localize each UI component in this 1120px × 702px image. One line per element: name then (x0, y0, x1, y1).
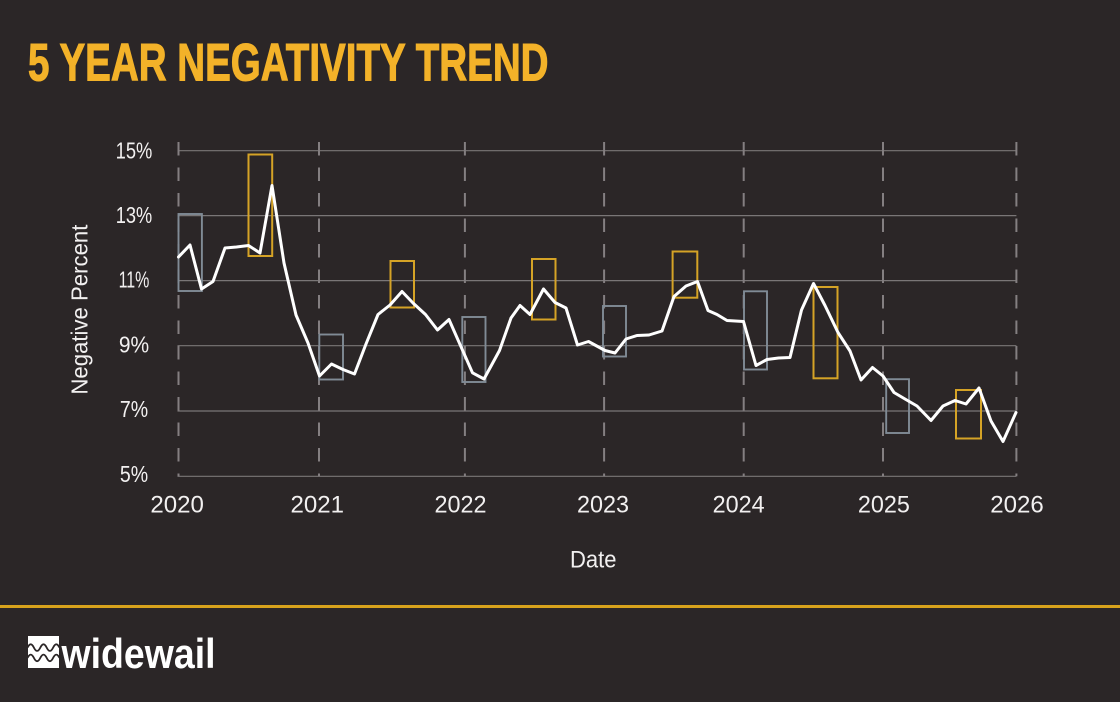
svg-text:2022: 2022 (435, 491, 487, 518)
svg-text:2021: 2021 (291, 491, 345, 518)
svg-text:15%: 15% (116, 138, 153, 164)
svg-text:2020: 2020 (150, 491, 204, 518)
svg-text:5%: 5% (120, 461, 148, 487)
svg-text:5 YEAR NEGATIVITY TREND: 5 YEAR NEGATIVITY TREND (28, 34, 549, 93)
svg-text:Date: Date (570, 546, 617, 573)
svg-text:9%: 9% (119, 331, 149, 357)
svg-text:2025: 2025 (858, 491, 910, 518)
svg-text:11%: 11% (119, 267, 150, 293)
svg-text:widewail: widewail (61, 630, 216, 677)
svg-text:2023: 2023 (577, 491, 629, 518)
svg-text:2024: 2024 (713, 491, 765, 518)
svg-text:Negative Percent: Negative Percent (67, 224, 93, 395)
svg-text:2026: 2026 (990, 491, 1044, 518)
svg-text:13%: 13% (116, 202, 153, 228)
svg-text:7%: 7% (120, 396, 148, 422)
